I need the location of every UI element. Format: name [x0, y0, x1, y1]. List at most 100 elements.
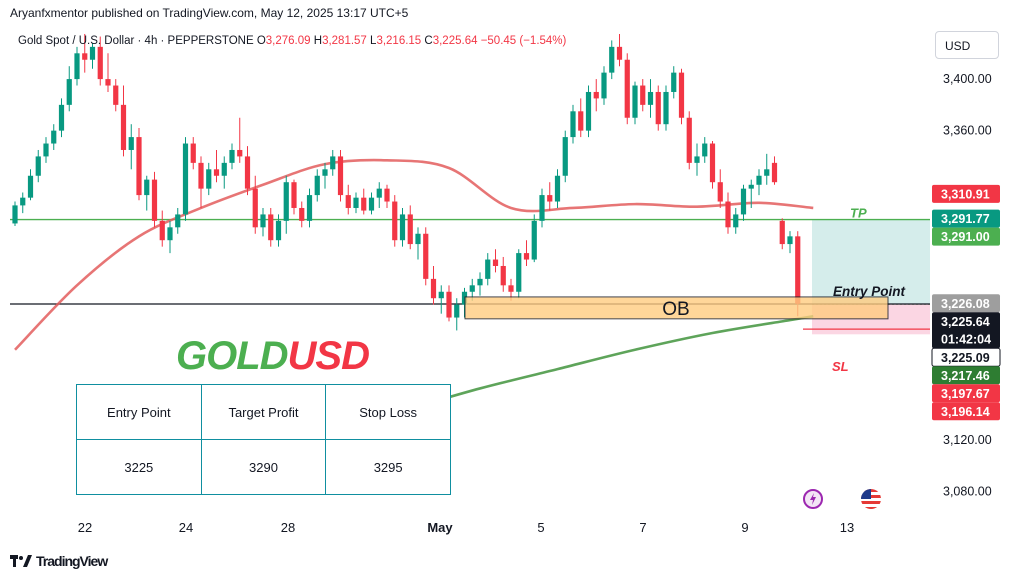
ohlc-close-label: C [424, 35, 433, 47]
candle-body [275, 220, 282, 241]
candle-body [454, 304, 460, 318]
table-header-row: Entry Point Target Profit Stop Loss [76, 384, 451, 440]
candle-body [392, 201, 398, 241]
price-tag-label: 3,226.08 [941, 297, 990, 311]
candle-body [361, 197, 367, 211]
candle-body [345, 195, 351, 208]
candle-body [585, 91, 592, 131]
candle [330, 149, 336, 176]
candle-body [469, 285, 475, 292]
x-tick-label: 5 [537, 520, 544, 535]
candle-body [97, 46, 103, 80]
candle-body [624, 59, 630, 118]
time-axis[interactable]: 22 24 28 May 5 7 9 13 [78, 520, 854, 535]
candle [454, 298, 460, 331]
brand-gold: GOLD [176, 334, 289, 378]
price-tag-bg [932, 209, 1000, 228]
candle [368, 192, 375, 215]
candle [206, 162, 212, 196]
tradingview-logo[interactable]: TradingView [10, 553, 108, 569]
candles [12, 33, 801, 331]
candle [485, 253, 491, 286]
order-block: OB [464, 296, 889, 320]
candle-body [330, 156, 336, 170]
candle [82, 33, 88, 73]
candle-body [740, 188, 747, 215]
candle-body [787, 236, 793, 245]
price-axis[interactable]: 3,400.003,360.003,280.003,120.003,080.00 [943, 72, 992, 498]
entry-point-label: Entry Point [833, 284, 906, 299]
candle-body [632, 85, 638, 118]
price-tag-label: 3,225.64 [941, 315, 990, 329]
candle [554, 169, 561, 208]
candle [423, 227, 429, 286]
replay-lightning-icon[interactable] [803, 489, 823, 509]
price-tag-bg [932, 294, 1000, 313]
candle [159, 210, 165, 247]
candle [725, 192, 731, 234]
price-tag-label: 3,225.09 [941, 351, 990, 365]
candle-body [733, 214, 739, 228]
candle [678, 68, 685, 125]
candle [655, 85, 661, 131]
candle [392, 195, 398, 247]
candle-body [291, 182, 297, 208]
candle-body [299, 207, 305, 221]
candle [213, 149, 220, 183]
brand-logo-text: GOLDUSD [176, 334, 370, 379]
candle [616, 33, 623, 67]
candle-body [120, 104, 127, 150]
candle [51, 124, 57, 150]
price-tag: 3,226.08 [932, 294, 1000, 313]
candle-body [136, 137, 142, 196]
candle-body [477, 278, 483, 286]
table-value-entry: 3225 [76, 439, 202, 495]
candle [182, 137, 189, 221]
candle [291, 179, 297, 215]
candle-body [562, 137, 568, 176]
price-tag: 3,291.77 [932, 209, 1000, 228]
trade-table: Entry Point Target Profit Stop Loss 3225… [76, 384, 451, 495]
candle [671, 66, 677, 99]
table-header-stop: Stop Loss [325, 384, 451, 440]
candle [733, 207, 739, 234]
candle-body [756, 175, 762, 185]
us-flag-icon[interactable] [861, 489, 881, 509]
candle-body [616, 46, 623, 60]
candle-body [229, 149, 235, 163]
candle-body [221, 162, 227, 176]
candle [353, 192, 359, 214]
candle-body [51, 130, 57, 144]
candle-body [66, 79, 72, 105]
candle-body [89, 46, 96, 60]
tradingview-icon [10, 555, 32, 567]
price-tags: 3,310.913,291.773,291.003,226.083,225.64… [931, 184, 1001, 421]
candle [306, 188, 313, 228]
candle-body [748, 184, 754, 189]
candle-body [547, 195, 553, 202]
candle-body [237, 149, 243, 157]
candle [337, 149, 344, 202]
candle-body [609, 46, 615, 73]
price-change: −50.45 (−1.54%) [480, 35, 567, 47]
candle [438, 285, 444, 314]
candle [120, 85, 127, 157]
candle [345, 184, 351, 215]
candle [221, 156, 227, 189]
candle-body [322, 169, 328, 176]
candle [686, 111, 692, 170]
candle [779, 218, 785, 250]
x-tick-label: 13 [840, 520, 854, 535]
candle [384, 184, 390, 208]
candle-body [647, 91, 654, 105]
candle-body [795, 236, 801, 304]
candle [547, 182, 553, 211]
price-tag-label: 3,291.77 [941, 212, 990, 226]
candle-body [337, 156, 344, 196]
candle-body [702, 143, 708, 157]
currency-selector[interactable]: USD [935, 31, 999, 59]
table-value-stop: 3295 [325, 439, 451, 495]
order-block-box [464, 296, 889, 320]
candle [446, 285, 452, 322]
